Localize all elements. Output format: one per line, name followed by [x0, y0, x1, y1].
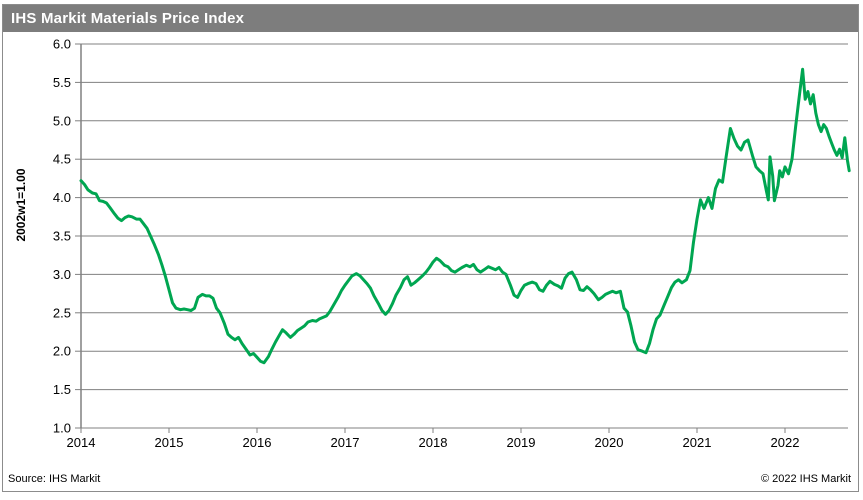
svg-text:5.5: 5.5 — [53, 75, 71, 90]
axis-tick-labels: 1.0 1.5 2.0 2.5 3.0 3.5 4.0 4.5 5.0 5.5 6.0 2014 201… — [53, 37, 800, 451]
svg-text:1.0: 1.0 — [53, 421, 71, 436]
y-axis-title: 2002w1=1.00 — [14, 168, 28, 242]
svg-text:4.5: 4.5 — [53, 152, 71, 167]
axis-ticks — [75, 43, 786, 433]
svg-text:3.0: 3.0 — [53, 267, 71, 282]
svg-text:5.0: 5.0 — [53, 113, 71, 128]
svg-text:2016: 2016 — [243, 435, 272, 450]
svg-text:2015: 2015 — [155, 435, 184, 450]
svg-text:6.0: 6.0 — [53, 37, 71, 52]
svg-text:4.0: 4.0 — [53, 190, 71, 205]
y-gridlines — [81, 43, 848, 429]
svg-text:3.5: 3.5 — [53, 229, 71, 244]
chart-title-bar: IHS Markit Materials Price Index — [3, 5, 858, 32]
copyright-note: © 2022 IHS Markit — [760, 473, 851, 485]
source-note: Source: IHS Markit — [8, 473, 101, 485]
svg-text:2017: 2017 — [331, 435, 360, 450]
svg-text:2019: 2019 — [507, 435, 536, 450]
svg-text:1.5: 1.5 — [53, 382, 71, 397]
svg-text:2022: 2022 — [771, 435, 800, 450]
svg-text:2018: 2018 — [419, 435, 448, 450]
price-index-line — [79, 67, 851, 365]
svg-text:2.0: 2.0 — [53, 344, 71, 359]
svg-text:2014: 2014 — [67, 435, 96, 450]
chart-frame: IHS Markit Materials Price Index — [2, 4, 859, 492]
chart-title: IHS Markit Materials Price Index — [11, 10, 245, 27]
svg-text:2021: 2021 — [683, 435, 712, 450]
svg-text:2020: 2020 — [595, 435, 624, 450]
svg-text:2.5: 2.5 — [53, 305, 71, 320]
